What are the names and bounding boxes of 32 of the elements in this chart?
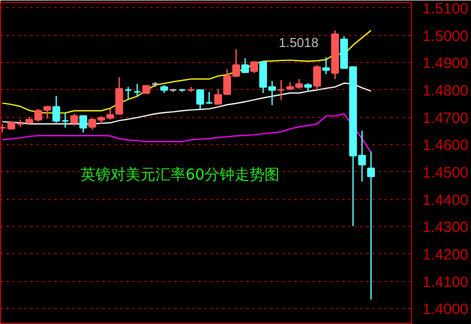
candlestick (277, 79, 285, 100)
candlestick (196, 89, 204, 110)
y-tick-label: 1.4700 (422, 110, 468, 127)
y-tick-label: 1.4500 (422, 164, 468, 182)
candlestick (241, 58, 250, 74)
y-tick-label: 1.4400 (422, 192, 468, 209)
candlestick (79, 115, 88, 134)
y-tick-label: 1.4600 (422, 137, 468, 154)
candlestick (124, 86, 132, 100)
y-tick-label: 1.4000 (422, 301, 468, 318)
candlestick (367, 150, 375, 300)
annotation: 1.5018 (278, 35, 319, 50)
y-tick-label: 1.4800 (422, 82, 468, 100)
line-series (2, 113, 372, 154)
candlestick (142, 84, 150, 95)
candlestick (70, 113, 78, 126)
y-tick-label: 1.4100 (422, 274, 468, 291)
candlestick (52, 95, 60, 124)
y-tick-label: 1.5000 (422, 28, 468, 45)
y-tick-label: 1.4200 (422, 246, 468, 264)
candlestick (322, 56, 330, 75)
y-tick-label: 1.5100 (422, 0, 468, 18)
y-tick-label: 1.4900 (422, 55, 468, 72)
candlestick (205, 91, 214, 105)
text: 英镑对美元汇率60分钟走势图 (80, 166, 280, 184)
candlestick (214, 88, 222, 105)
candlestick (133, 83, 142, 98)
candlestick (313, 64, 321, 91)
candlestick (250, 61, 258, 74)
candlestick (61, 112, 70, 128)
y-tick-label: 1.4300 (422, 219, 468, 236)
candlestick (43, 105, 52, 120)
